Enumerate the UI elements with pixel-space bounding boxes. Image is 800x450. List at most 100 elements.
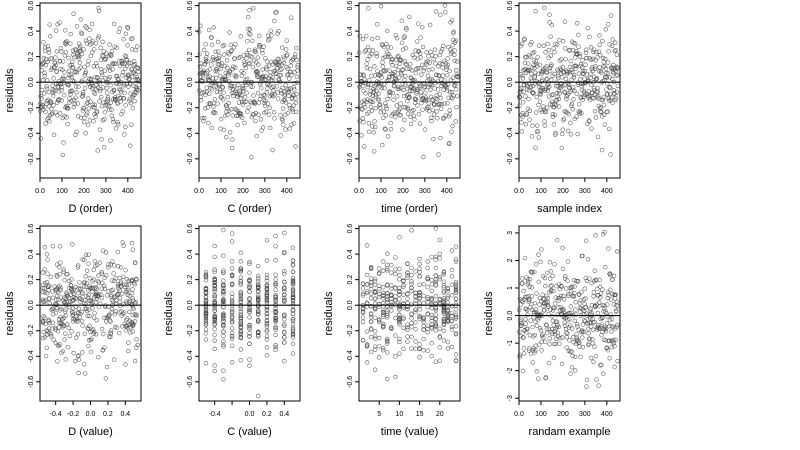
data-point bbox=[247, 277, 252, 282]
data-point bbox=[544, 70, 550, 76]
data-point bbox=[566, 82, 572, 88]
data-point bbox=[431, 112, 437, 117]
data-point bbox=[385, 311, 390, 316]
data-point bbox=[520, 299, 525, 305]
data-point bbox=[414, 87, 419, 92]
data-point bbox=[609, 43, 615, 48]
data-point bbox=[95, 262, 100, 268]
data-point bbox=[423, 95, 429, 100]
data-point bbox=[571, 335, 576, 340]
data-point bbox=[570, 106, 575, 112]
data-point bbox=[385, 28, 390, 34]
data-point bbox=[212, 322, 217, 327]
data-point bbox=[229, 310, 235, 315]
data-point bbox=[583, 304, 589, 310]
data-point bbox=[131, 58, 137, 64]
data-point bbox=[432, 102, 437, 107]
data-point bbox=[276, 77, 281, 82]
data-point bbox=[412, 55, 417, 60]
data-point bbox=[544, 330, 550, 336]
data-point bbox=[209, 42, 215, 48]
data-point bbox=[56, 297, 61, 302]
data-point bbox=[229, 259, 235, 264]
data-point bbox=[613, 292, 619, 297]
data-point bbox=[449, 18, 455, 23]
data-point bbox=[79, 318, 85, 324]
data-point bbox=[247, 259, 252, 265]
data-point bbox=[96, 8, 102, 13]
data-point bbox=[580, 68, 586, 73]
data-point bbox=[54, 69, 59, 74]
data-point bbox=[82, 73, 87, 78]
data-point bbox=[294, 91, 299, 97]
data-point bbox=[536, 84, 542, 89]
data-point bbox=[260, 125, 266, 130]
data-point bbox=[364, 99, 369, 105]
data-point bbox=[103, 250, 109, 255]
data-point bbox=[51, 337, 56, 342]
data-point bbox=[107, 107, 112, 112]
data-point bbox=[615, 303, 620, 309]
data-point bbox=[393, 294, 398, 299]
data-point bbox=[238, 313, 243, 318]
data-point bbox=[96, 354, 101, 360]
data-point bbox=[121, 310, 127, 315]
data-point bbox=[282, 330, 287, 335]
data-point bbox=[114, 45, 119, 51]
data-point bbox=[452, 52, 457, 57]
data-point bbox=[209, 35, 214, 40]
y-tick-label: -0.2 bbox=[28, 325, 35, 337]
data-point bbox=[131, 321, 136, 326]
data-point bbox=[433, 265, 438, 271]
data-point bbox=[520, 100, 526, 105]
data-point bbox=[46, 317, 52, 323]
data-point bbox=[437, 52, 442, 58]
data-point bbox=[433, 323, 438, 328]
data-point bbox=[108, 262, 114, 267]
data-point bbox=[83, 131, 88, 136]
data-point bbox=[108, 330, 113, 335]
data-point bbox=[273, 258, 278, 263]
data-point bbox=[73, 284, 78, 290]
y-tick-label: -0.4 bbox=[187, 127, 194, 139]
data-point bbox=[91, 64, 96, 69]
data-point bbox=[236, 92, 241, 97]
data-point bbox=[212, 332, 217, 338]
data-point bbox=[409, 324, 414, 329]
data-point bbox=[247, 341, 252, 346]
data-point bbox=[530, 270, 535, 275]
data-point bbox=[590, 56, 595, 62]
data-point bbox=[415, 56, 420, 61]
data-point bbox=[133, 260, 138, 265]
y-tick-label: -0.2 bbox=[187, 102, 194, 114]
data-point bbox=[229, 273, 235, 279]
x-tick-label: 300 bbox=[579, 411, 591, 418]
data-point bbox=[238, 315, 243, 321]
x-tick-label: 0.0 bbox=[354, 188, 364, 195]
data-point bbox=[82, 64, 87, 69]
data-point bbox=[600, 38, 605, 44]
data-point bbox=[606, 98, 612, 103]
data-point bbox=[209, 87, 215, 92]
data-point bbox=[405, 291, 410, 296]
data-point bbox=[606, 338, 612, 343]
data-point bbox=[437, 345, 442, 350]
data-point bbox=[396, 75, 402, 80]
data-point bbox=[94, 64, 100, 69]
data-point bbox=[601, 95, 606, 100]
data-point bbox=[409, 288, 414, 294]
data-point bbox=[563, 76, 569, 82]
data-point bbox=[360, 291, 366, 297]
data-point bbox=[374, 88, 379, 94]
data-point bbox=[256, 284, 261, 289]
data-point bbox=[584, 377, 590, 383]
y-tick-label: -0.4 bbox=[347, 350, 354, 362]
data-point bbox=[437, 237, 442, 243]
data-point bbox=[593, 353, 599, 359]
data-point bbox=[92, 286, 97, 291]
data-point bbox=[571, 75, 577, 80]
data-point bbox=[438, 135, 443, 141]
data-point bbox=[405, 111, 411, 116]
data-point bbox=[385, 376, 390, 382]
data-point bbox=[125, 316, 130, 321]
